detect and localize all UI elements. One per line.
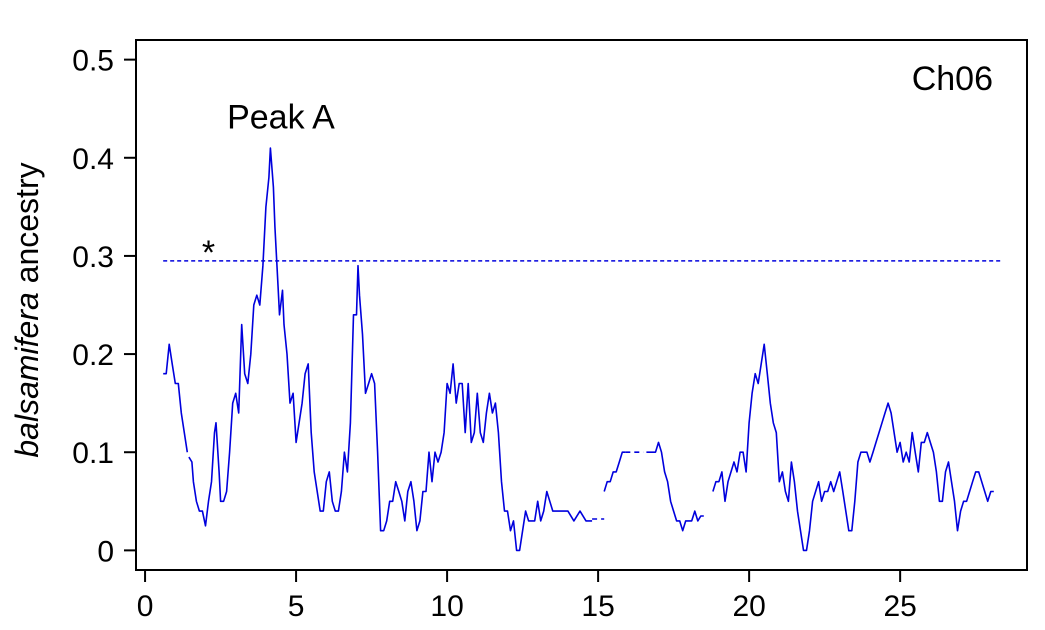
series-line [188, 147, 593, 552]
x-tick-label: 5 [288, 590, 305, 623]
peak-annotation: Peak A [227, 98, 335, 136]
y-axis-label-italic: balsamifera [9, 292, 45, 457]
series-line [603, 451, 626, 492]
y-tick-label: 0.3 [72, 241, 114, 274]
axis-ticks: 0 5 10 15 20 25 0 0.1 0.2 0.3 0.4 0.5 [72, 45, 917, 623]
y-axis-label-rest: ancestry [9, 162, 45, 292]
plot-frame [135, 39, 1028, 571]
y-tick-label: 0.5 [72, 45, 114, 78]
y-tick-label: 0.4 [72, 143, 114, 176]
y-axis-label: balsamifera ancestry [9, 162, 45, 457]
panel-label: Ch06 [912, 60, 993, 98]
significance-marker: * [202, 234, 215, 272]
y-tick-label: 0.2 [72, 339, 114, 372]
x-tick-label: 20 [732, 590, 765, 623]
x-tick-label: 0 [137, 590, 154, 623]
x-tick-label: 25 [883, 590, 916, 623]
series-line [163, 343, 189, 453]
x-tick-label: 15 [581, 590, 614, 623]
x-tick-label: 10 [430, 590, 463, 623]
y-tick-label: 0.1 [72, 437, 114, 470]
series-layer [163, 147, 994, 552]
y-tick-label: 0 [97, 535, 114, 568]
series-line [646, 441, 704, 532]
series-line [712, 343, 994, 552]
